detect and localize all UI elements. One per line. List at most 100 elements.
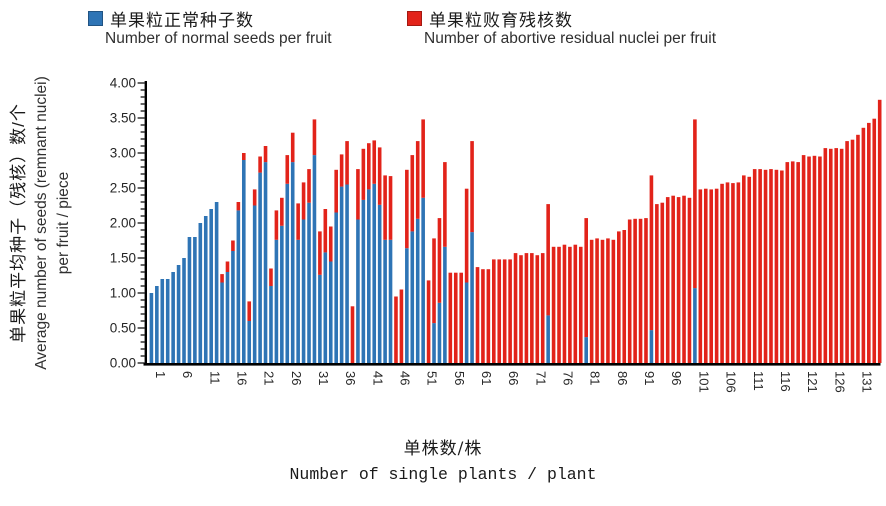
bar-abortive-nuclei [584, 218, 588, 338]
bar-abortive-nuclei [437, 218, 442, 303]
bar-abortive-nuclei [296, 203, 300, 240]
legend-item-abortive-nuclei: 单果粒败育残核数 Number of abortive residual nuc… [407, 8, 716, 48]
bar-normal-seeds [252, 205, 257, 363]
bar-normal-seeds [209, 209, 213, 363]
bar-abortive-nuclei [557, 246, 561, 363]
bar-normal-seeds [649, 330, 654, 363]
bar-abortive-nuclei [611, 239, 616, 363]
bar-abortive-nuclei [774, 169, 779, 363]
bar-normal-seeds [339, 186, 344, 363]
bar-abortive-nuclei [394, 296, 398, 363]
bar-normal-seeds [231, 251, 235, 363]
x-tick-label: 6 [180, 371, 195, 378]
bar-abortive-nuclei [443, 162, 447, 247]
bar-abortive-nuclei [644, 218, 648, 363]
x-tick-label: 26 [289, 371, 304, 385]
bar-normal-seeds [171, 272, 175, 363]
bar-abortive-nuclei [731, 183, 735, 363]
bar-abortive-nuclei [633, 218, 637, 363]
bar-abortive-nuclei [595, 238, 599, 363]
bar-abortive-nuclei [812, 155, 817, 363]
y-tick-label: 1.00 [110, 286, 136, 301]
y-major-tick [137, 257, 145, 259]
x-tick-label: 81 [588, 371, 603, 385]
bar-normal-seeds [247, 321, 252, 363]
x-tick-label: 91 [642, 371, 657, 385]
x-tick-label: 86 [615, 371, 630, 385]
bar-normal-seeds [318, 274, 322, 363]
y-minor-tick [140, 229, 145, 231]
bar-normal-seeds [225, 272, 230, 363]
y-minor-tick [140, 208, 145, 210]
bar-normal-seeds [165, 279, 170, 363]
x-tick-label: 126 [832, 371, 847, 393]
y-minor-tick [140, 166, 145, 168]
bar-abortive-nuclei [736, 182, 741, 363]
bar-abortive-nuclei [714, 188, 719, 363]
bar-abortive-nuclei [345, 141, 349, 185]
bar-abortive-nuclei [687, 197, 692, 363]
bar-abortive-nuclei [665, 197, 670, 363]
bar-normal-seeds [198, 223, 203, 363]
bar-abortive-nuclei [486, 269, 491, 363]
bar-abortive-nuclei [508, 259, 512, 363]
bar-normal-seeds [307, 202, 311, 363]
y-minor-tick [140, 355, 145, 357]
bar-abortive-nuclei [290, 132, 295, 163]
bar-abortive-nuclei [263, 146, 268, 163]
bar-abortive-nuclei [747, 176, 752, 363]
bar-abortive-nuclei [377, 147, 382, 205]
bar-normal-seeds [285, 183, 290, 363]
bar-normal-seeds [220, 282, 224, 363]
x-tick-label: 76 [561, 371, 576, 385]
bar-abortive-nuclei [339, 154, 344, 187]
x-axis-title: 单株数/株 Number of single plants / plant [0, 434, 886, 484]
bar-normal-seeds [263, 162, 268, 363]
x-tick-label: 71 [533, 371, 548, 385]
y-minor-tick [140, 201, 145, 203]
x-tick-label: 46 [397, 371, 412, 385]
x-axis-line [143, 363, 881, 366]
bar-normal-seeds [155, 286, 159, 363]
bar-normal-seeds [410, 231, 415, 363]
bar-normal-seeds [301, 219, 306, 363]
bar-normal-seeds [361, 199, 366, 363]
bar-abortive-nuclei [725, 182, 730, 363]
bar-abortive-nuclei [535, 255, 540, 363]
bar-abortive-nuclei [790, 161, 795, 363]
bar-abortive-nuclei [676, 197, 681, 363]
y-tick-label: 1.50 [110, 251, 136, 266]
bar-abortive-nuclei [307, 169, 311, 203]
x-tick-label: 66 [506, 371, 521, 385]
bar-abortive-nuclei [432, 238, 436, 324]
bar-abortive-nuclei [470, 141, 474, 233]
y-tick-label: 4.00 [110, 76, 136, 91]
bar-abortive-nuclei [225, 261, 230, 272]
bar-normal-seeds [290, 162, 295, 363]
y-minor-tick [140, 159, 145, 161]
x-tick-label: 106 [724, 371, 739, 393]
bar-abortive-nuclei [693, 119, 697, 289]
bar-normal-seeds [432, 323, 436, 363]
x-axis-title-zh: 单株数/株 [403, 439, 483, 459]
bar-abortive-nuclei [834, 148, 839, 363]
bar-abortive-nuclei [497, 259, 502, 363]
bar-normal-seeds [356, 219, 360, 363]
x-tick-label: 11 [207, 371, 222, 385]
bar-normal-seeds [214, 202, 219, 363]
bar-normal-seeds [372, 183, 377, 363]
y-minor-tick [140, 243, 145, 245]
bar-abortive-nuclei [405, 169, 409, 249]
y-minor-tick [140, 348, 145, 350]
bar-abortive-nuclei [421, 119, 425, 198]
bar-normal-seeds [312, 155, 317, 363]
bar-abortive-nuclei [752, 169, 757, 363]
bar-abortive-nuclei [540, 253, 545, 363]
bar-normal-seeds [149, 293, 154, 363]
bar-abortive-nuclei [655, 204, 659, 363]
bar-abortive-nuclei [872, 118, 877, 363]
bar-normal-seeds [437, 302, 442, 363]
bar-abortive-nuclei [682, 195, 686, 363]
y-major-tick [137, 222, 145, 224]
x-tick-label: 41 [370, 371, 385, 385]
